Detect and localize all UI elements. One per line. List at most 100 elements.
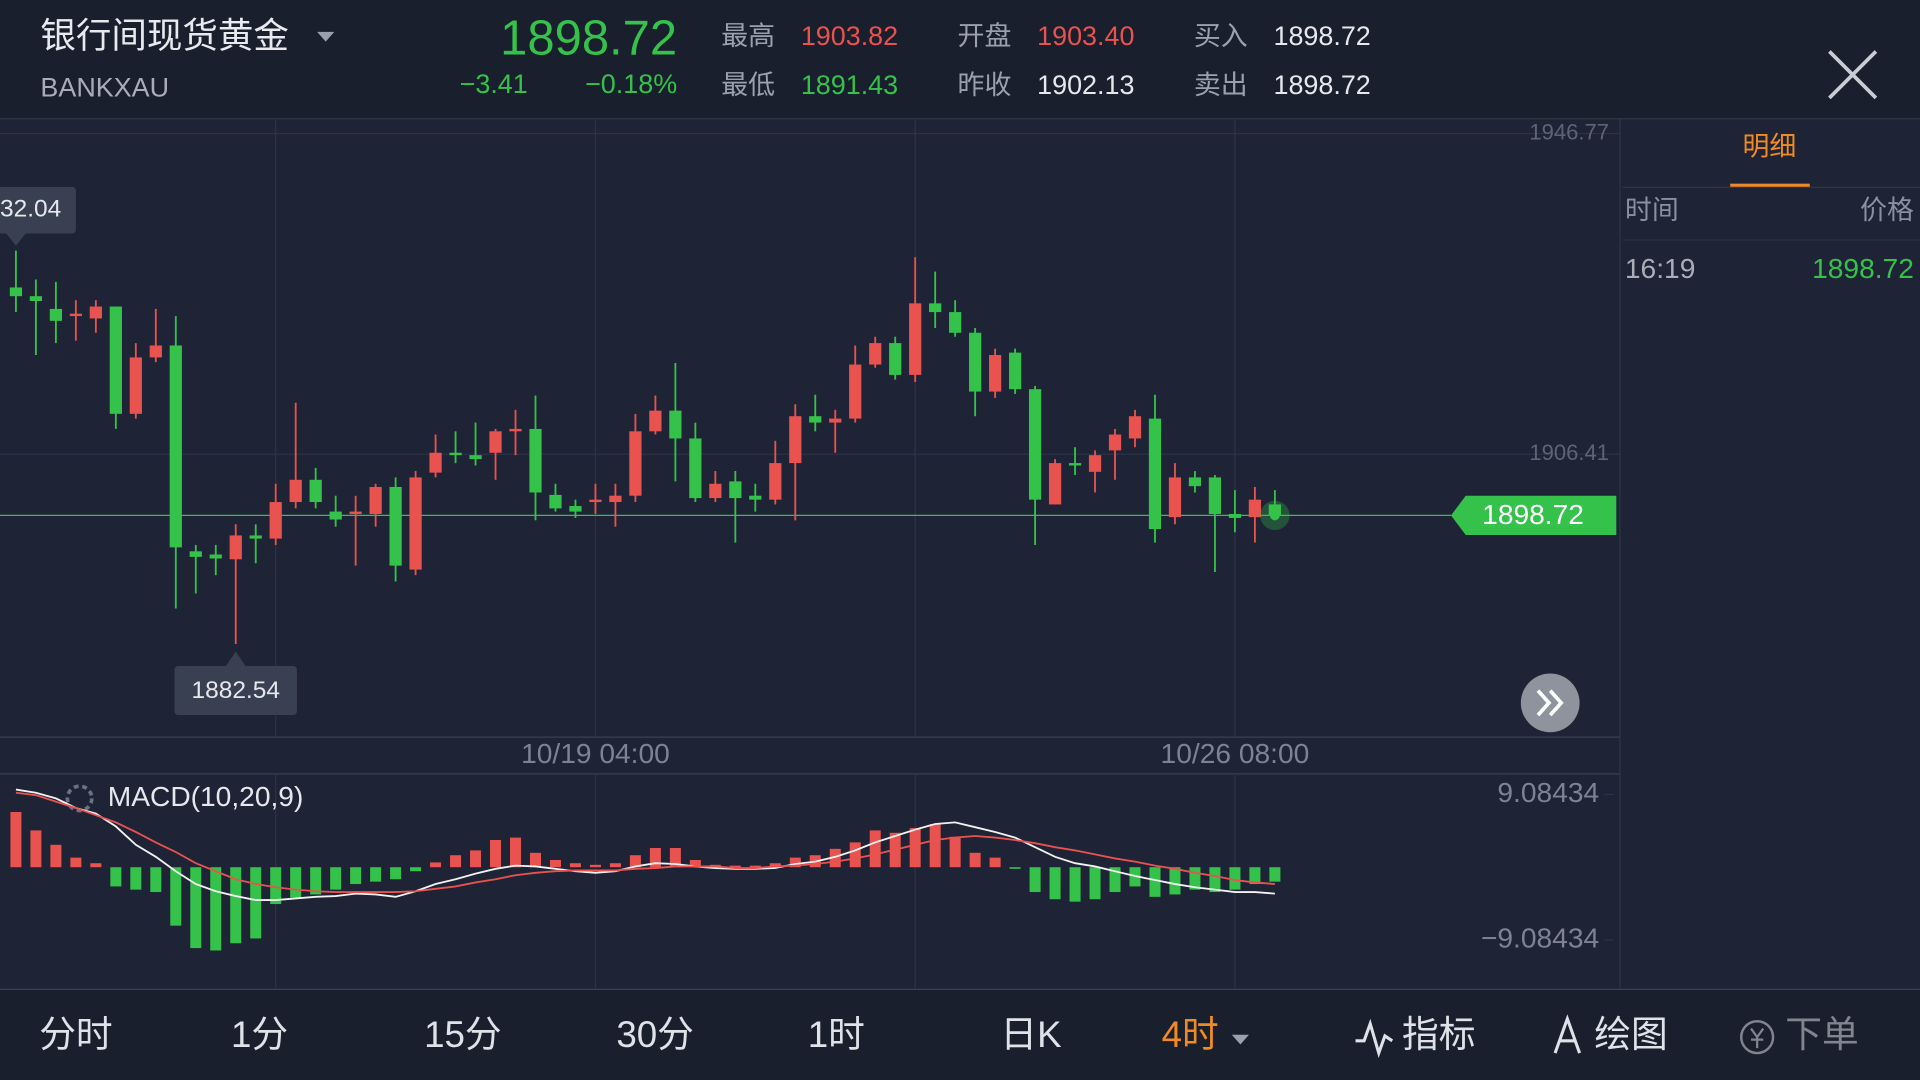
quote-label: 卖出	[1194, 70, 1248, 100]
macd-bar	[989, 857, 1001, 868]
close-button[interactable]	[1828, 50, 1878, 100]
macd-bar	[430, 862, 442, 868]
candle-body	[749, 495, 762, 500]
macd-bar	[490, 840, 502, 868]
macd-bar	[549, 860, 561, 868]
period-tab[interactable]: 1分	[231, 1014, 288, 1055]
column-header: 时间	[1625, 195, 1679, 225]
candle-body	[849, 364, 862, 419]
symbol: BANKXAU	[40, 72, 169, 102]
header-bg	[0, 0, 1920, 119]
candle-body	[1068, 463, 1082, 466]
candle-body	[609, 495, 622, 503]
candle-body	[409, 477, 422, 570]
candle-body	[429, 452, 442, 473]
y-tick-label: 9.08434	[1497, 777, 1599, 808]
settings-icon[interactable]	[65, 784, 94, 813]
macd-bar	[869, 830, 881, 868]
macd-bar	[250, 867, 262, 939]
candle-body	[969, 332, 982, 392]
period-tab[interactable]: 4时	[1162, 1014, 1219, 1055]
candle-body	[509, 428, 522, 432]
macd-bar	[1209, 867, 1221, 893]
candle-body	[269, 502, 282, 539]
macd-bar	[749, 865, 761, 868]
tool-button[interactable]: 绘图	[1594, 1014, 1667, 1055]
macd-bar	[629, 855, 641, 868]
macd-bar	[949, 836, 961, 868]
quote-value: 1898.72	[1273, 70, 1370, 100]
macd-bar	[969, 852, 981, 868]
macd-bar	[290, 867, 302, 898]
candle-body	[1108, 434, 1122, 451]
price: 1898.72	[500, 12, 677, 66]
macd-bar	[1229, 867, 1241, 890]
candle-body	[529, 428, 542, 493]
macd-bar	[649, 848, 661, 868]
macd-bar	[1089, 867, 1101, 900]
macd-bar	[50, 844, 62, 868]
macd-bar	[350, 867, 362, 885]
candle-body	[889, 343, 902, 375]
macd-bar	[410, 867, 422, 872]
candle-body	[589, 499, 602, 503]
macd-bar	[1029, 867, 1041, 893]
detail-tab[interactable]: 明细	[1742, 131, 1796, 161]
tool-button[interactable]: 指标	[1402, 1014, 1475, 1055]
macd-bar	[1109, 867, 1121, 893]
macd-line	[15, 791, 1275, 893]
macd-bar	[609, 863, 621, 868]
candle-body	[349, 511, 362, 514]
instrument-title[interactable]: 银行间现货黄金	[40, 15, 289, 55]
macd-bar	[330, 867, 342, 890]
candle-body	[929, 303, 942, 313]
candle-body	[169, 345, 182, 548]
candle-body	[809, 416, 822, 423]
macd-bar	[90, 863, 102, 868]
macd-bar	[1049, 867, 1061, 900]
candle-body	[1208, 477, 1222, 514]
quote-label: 最低	[721, 70, 775, 100]
macd-bar	[10, 811, 22, 868]
tool-button[interactable]: 下单	[1785, 1014, 1858, 1055]
dropdown-icon[interactable]	[1231, 1034, 1249, 1045]
candle-body	[1088, 455, 1102, 472]
candle-body	[449, 452, 462, 456]
candle-body	[1128, 416, 1142, 439]
macd-line	[15, 788, 1275, 901]
period-tab[interactable]: 分时	[39, 1014, 112, 1055]
detail-price: 1898.72	[1812, 253, 1914, 284]
dropdown-icon[interactable]	[317, 31, 335, 42]
candle-body	[569, 506, 582, 512]
candle-body	[689, 438, 702, 499]
macd-bar	[769, 863, 781, 868]
macd-bar	[669, 848, 681, 868]
macd-bar	[310, 867, 322, 895]
period-tab[interactable]: 30分	[616, 1014, 694, 1055]
macd-bar	[789, 857, 801, 868]
candle-body	[329, 511, 342, 520]
change-pct: −0.18%	[585, 69, 677, 99]
max-marker-label: 32.04	[0, 196, 61, 223]
macd-bar	[230, 867, 242, 944]
quote-label: 买入	[1194, 21, 1248, 51]
macd-bar	[729, 865, 741, 868]
detail-time: 16:19	[1625, 253, 1695, 284]
candle-body	[1228, 513, 1242, 518]
period-tab[interactable]: 15分	[424, 1014, 502, 1055]
candle-body	[289, 479, 302, 503]
macd-bar	[130, 867, 142, 890]
tabbar-bg	[0, 989, 1920, 1080]
max-marker-box	[0, 186, 76, 234]
quote-label: 昨收	[958, 70, 1012, 100]
macd-bar	[929, 823, 941, 868]
candle-body	[1168, 477, 1182, 518]
candle-body	[229, 535, 242, 560]
period-tab[interactable]: 1时	[808, 1014, 865, 1055]
last-price-pill	[1451, 495, 1617, 535]
draw-icon	[1553, 1014, 1582, 1054]
indicator-icon	[1355, 1018, 1394, 1059]
macd-bar	[210, 867, 222, 951]
period-tab[interactable]: 日K	[1000, 1014, 1062, 1055]
